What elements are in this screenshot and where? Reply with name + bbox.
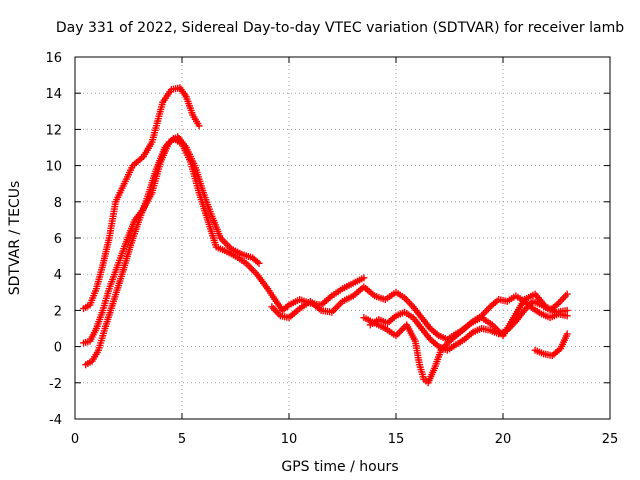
x-tick-label: 20 bbox=[495, 432, 512, 447]
data-point-marker bbox=[563, 330, 571, 338]
y-tick-label: 0 bbox=[54, 341, 62, 356]
x-axis-label: GPS time / hours bbox=[281, 459, 398, 475]
data-point-marker bbox=[253, 258, 261, 266]
y-axis-label: SDTVAR / TECUs bbox=[7, 181, 23, 296]
grid-lines bbox=[75, 57, 610, 419]
series-track-g bbox=[531, 330, 571, 360]
x-tick-label: 5 bbox=[178, 432, 186, 447]
x-tick-label: 0 bbox=[71, 432, 79, 447]
data-point-marker bbox=[195, 122, 203, 130]
y-tick-label: 4 bbox=[54, 268, 62, 283]
series-track-f bbox=[360, 290, 571, 387]
data-point-marker bbox=[360, 274, 368, 282]
series-track-c bbox=[82, 134, 368, 369]
y-tick-label: 8 bbox=[54, 196, 62, 211]
y-tick-label: 16 bbox=[45, 51, 62, 66]
y-tick-label: -2 bbox=[49, 377, 62, 392]
y-tick-label: 10 bbox=[45, 160, 62, 175]
x-tick-label: 10 bbox=[281, 432, 298, 447]
y-tick-label: 12 bbox=[45, 123, 62, 138]
axis-ticks: 0 5 10 15 20 25 -4 -2 0 2 4 6 8 10 12 14 16 bbox=[45, 51, 618, 447]
data-point-marker bbox=[255, 259, 263, 267]
data-point-marker bbox=[283, 302, 291, 310]
data-point-marker bbox=[563, 306, 571, 314]
y-tick-label: -4 bbox=[49, 413, 62, 428]
data-point-marker bbox=[563, 290, 571, 298]
x-tick-label: 25 bbox=[602, 432, 619, 447]
y-tick-label: 14 bbox=[45, 87, 62, 102]
series-track-a bbox=[80, 84, 203, 313]
y-tick-label: 2 bbox=[54, 304, 62, 319]
y-tick-label: 6 bbox=[54, 232, 62, 247]
chart-title: Day 331 of 2022, Sidereal Day-to-day VTE… bbox=[56, 20, 624, 36]
data-series bbox=[80, 84, 571, 387]
x-tick-label: 15 bbox=[388, 432, 405, 447]
